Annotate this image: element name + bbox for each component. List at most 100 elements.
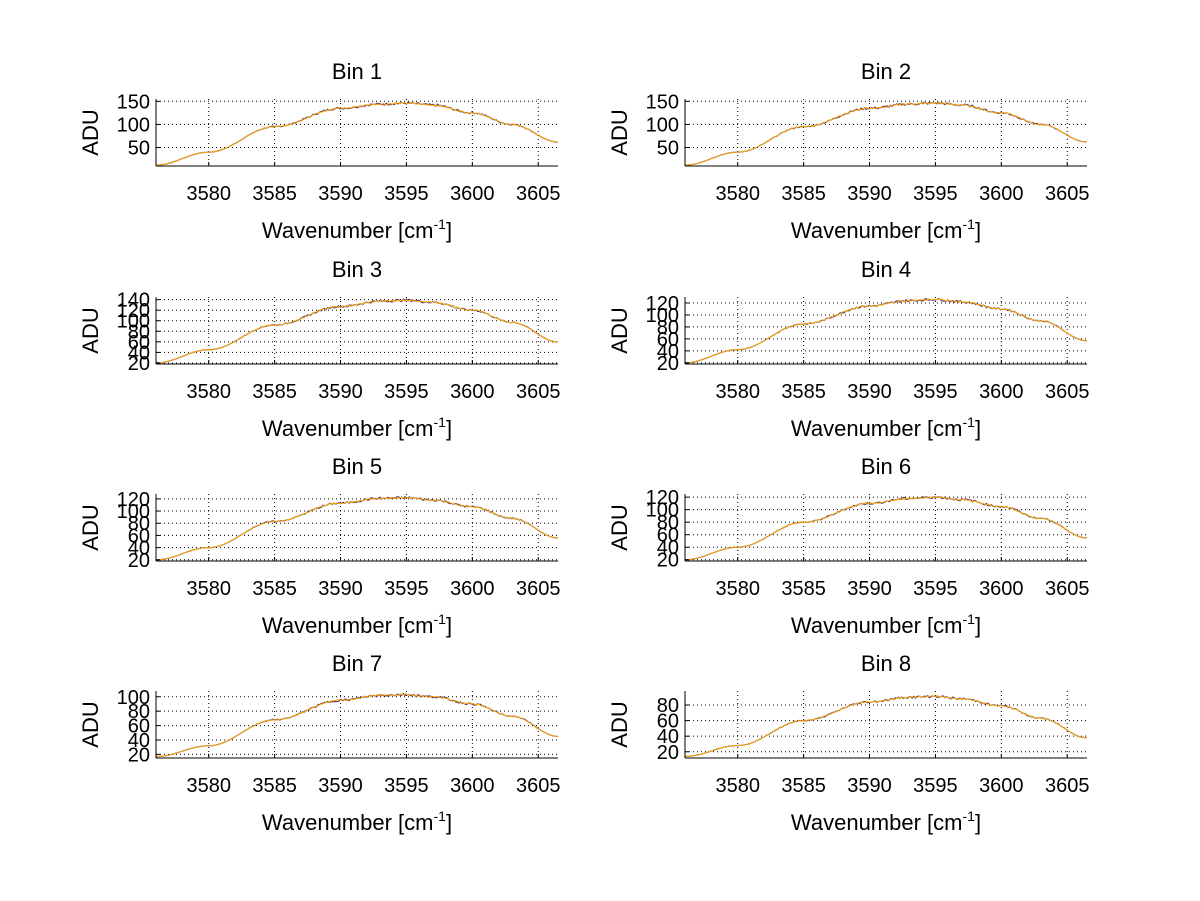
- y-axis-label: ADU: [78, 109, 103, 155]
- series-line-smooth: [156, 299, 558, 364]
- y-tick-label: 40: [128, 538, 150, 560]
- x-axis-label: Wavenumber [cm-1]: [262, 414, 452, 441]
- subplot-5: Bin 5 3580 3585 3590 3595 3600 3605 20406080100…: [78, 454, 560, 638]
- y-tick-label: 150: [646, 91, 679, 113]
- y-tick-label: 20: [657, 550, 679, 572]
- x-tick-label: 3585: [252, 775, 297, 797]
- x-tick-label: 3585: [781, 578, 826, 600]
- y-tick-label: 100: [117, 114, 150, 136]
- y-tick-label: 20: [657, 353, 679, 375]
- x-axis-label-text: Wavenumber [cm: [791, 416, 963, 441]
- y-tick-label: 50: [657, 138, 679, 160]
- subplot-3: Bin 3 3580 3585 3590 3595 3600 3605 20406080100…: [78, 257, 560, 441]
- series-line-smooth: [155, 693, 559, 758]
- y-tick-label: 120: [646, 487, 679, 509]
- x-tick-label: 3600: [979, 183, 1024, 205]
- x-axis-label-text: Wavenumber [cm: [262, 810, 434, 835]
- x-tick-label: 3590: [318, 183, 363, 205]
- subplot-title: Bin 5: [332, 454, 382, 479]
- x-tick-label: 3590: [318, 775, 363, 797]
- x-axis-label-suffix: ]: [975, 218, 981, 243]
- x-axis-label: Wavenumber [cm-1]: [791, 611, 981, 638]
- series-line-smooth: [685, 298, 1088, 364]
- y-tick-label: 140: [117, 290, 150, 312]
- subplot-7: Bin 7 3580 3585 3590 3595 3600 3605 20406080100…: [78, 651, 560, 835]
- y-tick-label: 20: [657, 742, 679, 764]
- x-tick-label: 3605: [516, 183, 561, 205]
- x-tick-label: 3595: [384, 381, 429, 403]
- x-axis-label: Wavenumber [cm-1]: [791, 414, 981, 441]
- subplot-4: Bin 4 3580 3585 3590 3595 3600 3605 20406080100…: [607, 257, 1089, 441]
- series-line-smooth: [156, 496, 558, 561]
- x-axis-label-text: Wavenumber [cm: [262, 613, 434, 638]
- x-axis-label-superscript: -1: [434, 808, 447, 824]
- subplot-title: Bin 4: [861, 257, 911, 282]
- y-axis-label: ADU: [607, 307, 632, 353]
- y-tick-label: 40: [128, 342, 150, 364]
- y-tick-label: 60: [657, 711, 679, 733]
- x-tick-label: 3595: [913, 578, 958, 600]
- x-axis-label-text: Wavenumber [cm: [262, 416, 434, 441]
- subplot-title: Bin 6: [861, 454, 911, 479]
- x-tick-label: 3590: [847, 578, 892, 600]
- series-line-smooth: [155, 101, 558, 166]
- x-axis-label-superscript: -1: [434, 611, 447, 627]
- x-tick-label: 3590: [847, 183, 892, 205]
- y-axis-label: ADU: [78, 504, 103, 550]
- x-tick-label: 3585: [781, 381, 826, 403]
- y-tick-label: 100: [117, 687, 150, 709]
- y-tick-label: 60: [128, 332, 150, 354]
- x-tick-label: 3600: [979, 775, 1024, 797]
- x-axis-label-suffix: ]: [975, 810, 981, 835]
- x-axis-label-suffix: ]: [446, 218, 452, 243]
- x-tick-label: 3605: [516, 381, 561, 403]
- x-axis-label-superscript: -1: [963, 216, 976, 232]
- y-tick-label: 80: [657, 695, 679, 717]
- x-tick-label: 3605: [1045, 578, 1090, 600]
- y-tick-label: 100: [117, 501, 150, 523]
- x-tick-label: 3590: [318, 578, 363, 600]
- x-tick-label: 3585: [252, 578, 297, 600]
- x-tick-label: 3595: [913, 183, 958, 205]
- x-tick-label: 3580: [715, 183, 760, 205]
- x-tick-label: 3585: [252, 183, 297, 205]
- y-tick-label: 60: [657, 525, 679, 547]
- x-tick-label: 3580: [715, 578, 760, 600]
- x-tick-label: 3605: [516, 775, 561, 797]
- x-tick-label: 3605: [516, 578, 561, 600]
- series-line-smooth: [685, 495, 1088, 561]
- x-tick-label: 3600: [450, 381, 495, 403]
- y-axis-label: ADU: [607, 109, 632, 155]
- x-axis-label-text: Wavenumber [cm: [262, 218, 434, 243]
- x-tick-label: 3580: [186, 775, 231, 797]
- y-tick-label: 150: [117, 91, 150, 113]
- y-axis-label: ADU: [607, 701, 632, 747]
- x-axis-label: Wavenumber [cm-1]: [791, 216, 981, 243]
- x-tick-label: 3580: [186, 578, 231, 600]
- subplot-title: Bin 8: [861, 651, 911, 676]
- y-tick-label: 20: [128, 353, 150, 375]
- y-tick-label: 120: [117, 489, 150, 511]
- x-axis-label-text: Wavenumber [cm: [791, 613, 963, 638]
- x-axis-label-suffix: ]: [975, 416, 981, 441]
- x-axis-label-suffix: ]: [975, 613, 981, 638]
- x-tick-label: 3590: [847, 381, 892, 403]
- x-tick-label: 3595: [913, 381, 958, 403]
- x-tick-label: 3600: [450, 775, 495, 797]
- y-tick-label: 40: [128, 730, 150, 752]
- subplot-title: Bin 1: [332, 59, 382, 84]
- x-axis-label-superscript: -1: [963, 808, 976, 824]
- y-tick-label: 120: [117, 300, 150, 322]
- y-tick-label: 40: [657, 537, 679, 559]
- x-tick-label: 3585: [781, 183, 826, 205]
- x-tick-label: 3600: [450, 183, 495, 205]
- y-tick-label: 100: [646, 114, 679, 136]
- x-tick-label: 3605: [1045, 381, 1090, 403]
- x-axis-label-suffix: ]: [446, 416, 452, 441]
